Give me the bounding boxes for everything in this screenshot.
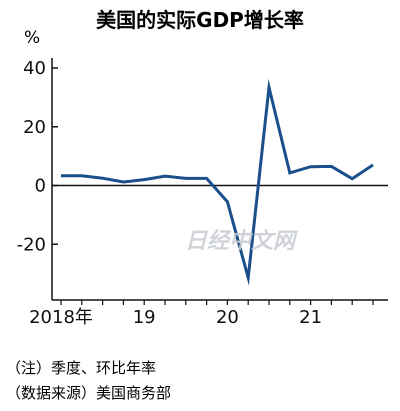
y-tick-label: 0	[35, 176, 46, 197]
x-tick-label: 19	[133, 307, 156, 328]
x-tick-label: 21	[299, 307, 322, 328]
chart-title: 美国的实际GDP增长率	[96, 8, 304, 32]
ticks-layer: 40 20 0 -20 2018年 19 20 21	[17, 58, 374, 328]
y-tick-label: 20	[23, 117, 46, 138]
y-tick-label: -20	[17, 234, 46, 255]
gdp-growth-line	[61, 78, 374, 286]
x-tick-label: 20	[216, 307, 239, 328]
y-tick-label: 40	[23, 58, 46, 79]
footnote-source: （数据来源）美国商务部	[6, 384, 171, 402]
x-tick-label: 2018年	[29, 307, 93, 328]
series-layer	[60, 78, 374, 286]
y-axis-unit: %	[24, 28, 40, 48]
watermark-text: 日经中文网	[185, 228, 298, 254]
axes-layer: 美国的实际GDP增长率 %	[24, 8, 388, 301]
footnote-season: （注）季度、环比年率	[6, 359, 156, 377]
